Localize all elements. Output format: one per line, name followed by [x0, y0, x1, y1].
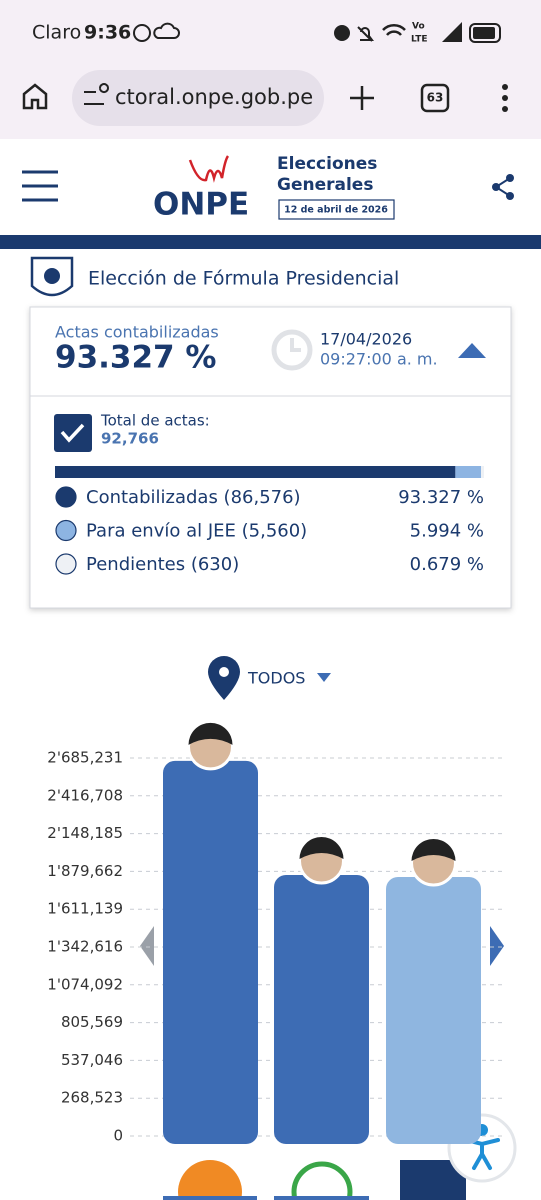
battery-icon	[469, 23, 501, 43]
summary-percent: 93.327 %	[55, 340, 216, 376]
whatsapp-icon	[133, 24, 151, 42]
alarm-icon	[334, 25, 350, 41]
logo-hand	[188, 155, 230, 183]
prev-arrow[interactable]	[140, 926, 154, 966]
y-tick-label: 537,046	[61, 1051, 123, 1069]
legend-dot	[55, 553, 77, 575]
location-pin[interactable]	[208, 656, 240, 700]
filter-dropdown[interactable]	[317, 673, 331, 682]
home-button[interactable]	[22, 83, 48, 110]
dynamic-layer: Contabilizadas (86,576) 93.327 % Para enví…	[47, 466, 505, 1145]
hamburger[interactable]	[22, 170, 58, 202]
y-tick-label: 1'611,139	[47, 900, 123, 918]
filter-label[interactable]: TODOS	[247, 669, 305, 688]
clock: 9:36	[84, 22, 131, 44]
y-tick-label: 0	[113, 1127, 123, 1145]
menu-button[interactable]	[502, 84, 508, 112]
y-tick-label: 2'416,708	[47, 786, 123, 804]
url: ctoral.onpe.gob.pe	[115, 85, 313, 109]
legend-name: Para envío al JEE (5,560)	[86, 521, 307, 542]
y-tick-label: 2'685,231	[47, 749, 123, 767]
tab-count: 63	[427, 91, 444, 105]
candidate-hair	[188, 722, 233, 745]
update-date: 17/04/2026	[320, 330, 412, 349]
progress-segment	[455, 466, 482, 478]
next-arrow[interactable]	[490, 926, 504, 966]
bar	[274, 875, 369, 1144]
url-bar[interactable]	[72, 70, 324, 126]
progress-segment	[481, 466, 484, 478]
party-logo-2	[291, 1161, 353, 1200]
y-tick-label: 1'342,616	[47, 937, 123, 955]
y-tick-label: 2'148,185	[47, 824, 123, 842]
logo-underline-1	[163, 1196, 257, 1200]
party-logo-1	[178, 1160, 242, 1200]
summary-card	[29, 306, 512, 609]
legend-name: Pendientes (630)	[86, 554, 239, 575]
header-title-1: Elecciones	[277, 154, 377, 174]
emblem	[30, 256, 74, 297]
clock-hands	[290, 338, 301, 352]
wifi-icon	[382, 23, 406, 36]
legend-percent: 93.327 %	[398, 487, 484, 508]
candidate-hair	[299, 837, 344, 860]
site-settings-icon[interactable]	[84, 83, 109, 105]
logo-underline-2	[274, 1196, 369, 1200]
clock-icon	[271, 329, 313, 371]
battery-level	[473, 27, 495, 39]
total-label: Total de actas:	[100, 412, 210, 430]
carrier: Claro	[32, 22, 81, 44]
logo-text: ONPE	[153, 187, 249, 223]
clipboard-check	[60, 423, 85, 443]
update-time: 09:27:00 a. m.	[320, 350, 438, 369]
candidate-hair	[411, 838, 456, 861]
bar	[386, 876, 481, 1144]
new-tab-button[interactable]	[350, 86, 374, 110]
tabs-button[interactable]	[420, 83, 450, 113]
mute-icon	[357, 26, 374, 42]
clipboard-icon	[54, 414, 92, 452]
header-date: 12 de abril de 2026	[284, 205, 388, 216]
net-bottom: LTE	[411, 35, 428, 45]
header-band	[0, 235, 541, 249]
net-top: Vo	[412, 22, 425, 32]
legend-dot	[55, 486, 77, 508]
header-title-2: Generales	[277, 175, 373, 195]
date-box	[278, 199, 395, 220]
legend-percent: 0.679 %	[410, 554, 484, 575]
summary-label: Actas contabilizadas	[55, 323, 219, 342]
collapse-button[interactable]	[458, 343, 486, 358]
legend-name: Contabilizadas (86,576)	[86, 487, 301, 508]
y-tick-label: 268,523	[61, 1089, 123, 1107]
bar	[163, 760, 258, 1144]
legend-dot	[55, 519, 77, 542]
share-button[interactable]	[492, 174, 514, 200]
emblem-center	[44, 268, 60, 284]
progress-segment	[55, 466, 456, 478]
cloud-icon	[153, 22, 180, 39]
y-tick-label: 1'879,662	[47, 862, 123, 880]
legend-percent: 5.994 %	[410, 521, 484, 542]
signal-icon	[442, 22, 462, 42]
pin-hole	[219, 667, 229, 677]
y-tick-label: 805,569	[61, 1013, 123, 1031]
total-value: 92,766	[101, 430, 159, 448]
section-title: Elección de Fórmula Presidencial	[88, 268, 399, 290]
y-tick-label: 1'074,092	[47, 975, 123, 993]
